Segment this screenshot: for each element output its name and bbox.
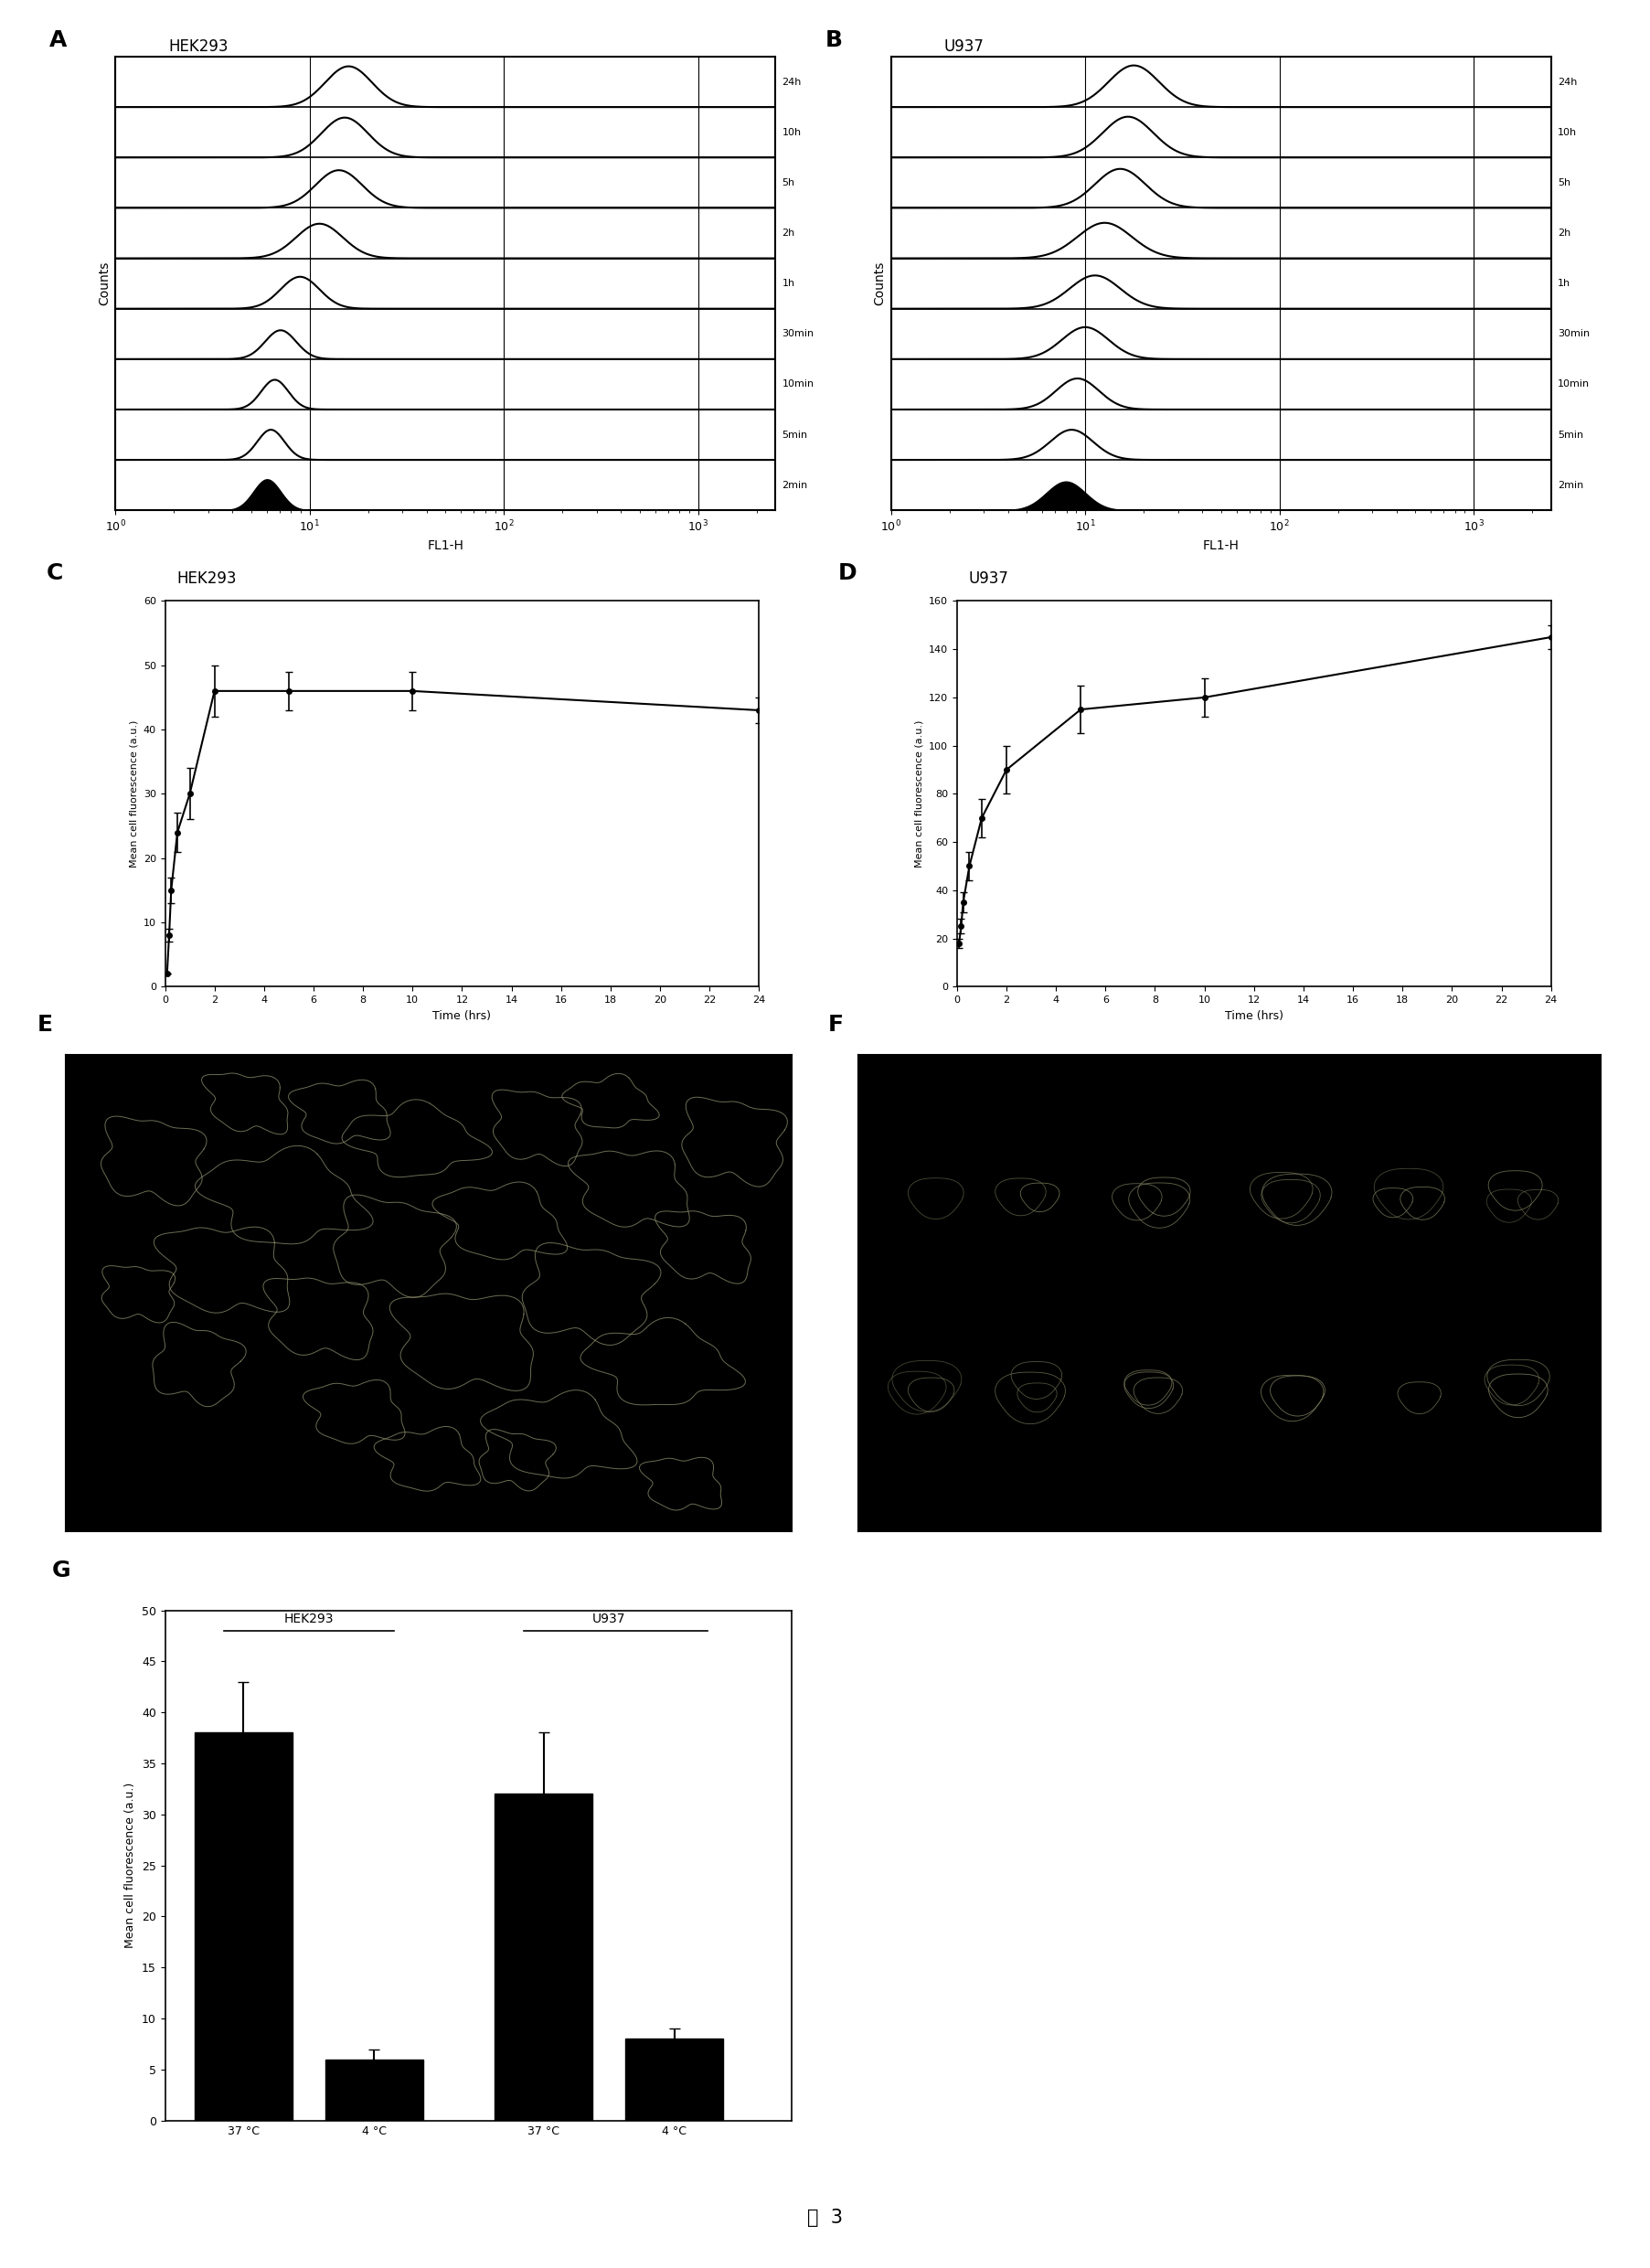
Text: 5h: 5h [1558, 179, 1571, 188]
Y-axis label: Mean cell fluorescence (a.u.): Mean cell fluorescence (a.u.) [129, 719, 139, 869]
Text: G: G [53, 1558, 71, 1581]
Text: E: E [36, 1014, 53, 1036]
X-axis label: Time (hrs): Time (hrs) [1224, 1009, 1284, 1021]
Text: 10min: 10min [782, 379, 813, 388]
Text: 图  3: 图 3 [807, 2209, 843, 2227]
Text: 10h: 10h [782, 127, 802, 136]
Y-axis label: Counts: Counts [873, 261, 886, 306]
Text: U937: U937 [969, 569, 1010, 587]
X-axis label: FL1-H: FL1-H [427, 540, 464, 551]
Bar [625, 2039, 723, 2121]
Text: A: A [50, 29, 68, 52]
Text: HEK293: HEK293 [177, 569, 236, 587]
Text: C: C [46, 562, 63, 585]
Text: 2h: 2h [1558, 229, 1571, 238]
Bar [495, 1794, 592, 2121]
Text: U937: U937 [592, 1613, 625, 1626]
Text: 24h: 24h [782, 77, 802, 86]
Y-axis label: Mean cell fluorescence (a.u.): Mean cell fluorescence (a.u.) [914, 719, 924, 869]
Text: 30min: 30min [1558, 329, 1589, 338]
Text: HEK293: HEK293 [168, 39, 228, 54]
Text: 30min: 30min [782, 329, 813, 338]
Text: D: D [838, 562, 856, 585]
Text: 5h: 5h [782, 179, 795, 188]
Bar [195, 1733, 292, 2121]
Text: F: F [828, 1014, 843, 1036]
Text: B: B [825, 29, 843, 52]
Text: 10min: 10min [1558, 379, 1589, 388]
Text: 1h: 1h [1558, 279, 1571, 288]
X-axis label: FL1-H: FL1-H [1203, 540, 1239, 551]
Text: 2min: 2min [1558, 481, 1584, 490]
Text: 5min: 5min [1558, 431, 1584, 440]
Text: 5min: 5min [782, 431, 808, 440]
Text: U937: U937 [944, 39, 983, 54]
Text: 1h: 1h [782, 279, 795, 288]
Text: 10h: 10h [1558, 127, 1577, 136]
Y-axis label: Mean cell fluorescence (a.u.): Mean cell fluorescence (a.u.) [124, 1783, 137, 1948]
Bar [325, 2059, 422, 2121]
X-axis label: Time (hrs): Time (hrs) [432, 1009, 492, 1021]
Text: 24h: 24h [1558, 77, 1577, 86]
Text: HEK293: HEK293 [284, 1613, 333, 1626]
Text: 2min: 2min [782, 481, 808, 490]
Text: 2h: 2h [782, 229, 795, 238]
Y-axis label: Counts: Counts [97, 261, 111, 306]
